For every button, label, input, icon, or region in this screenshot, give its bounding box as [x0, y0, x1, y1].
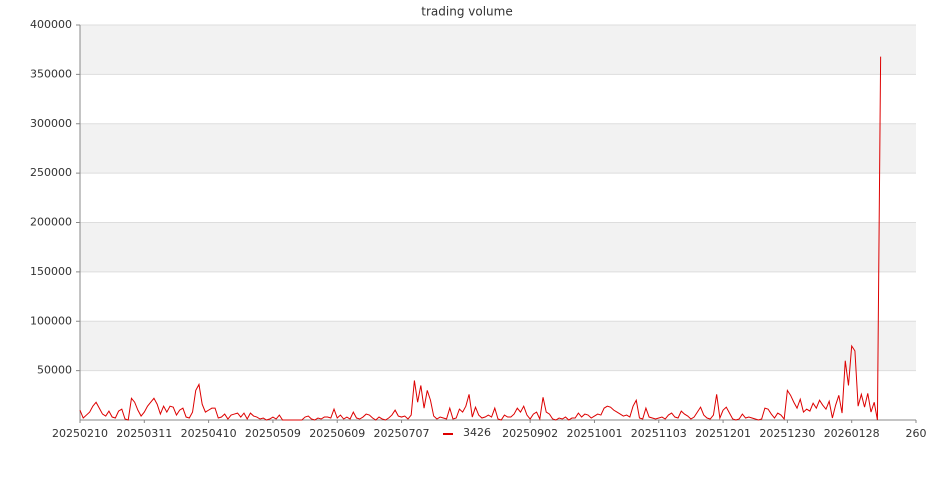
grid-band [80, 222, 916, 272]
x-tick-label: 20251230 [759, 427, 815, 440]
y-tick-label: 50000 [37, 364, 72, 377]
x-tick-label: 20260128 [824, 427, 880, 440]
legend-label: 3426 [463, 426, 491, 439]
grid-band [80, 321, 916, 371]
y-tick-label: 200000 [30, 216, 72, 229]
x-tick-label: 20250902 [502, 427, 558, 440]
y-tick-label: 350000 [30, 67, 72, 80]
x-tick-label: 20251001 [566, 427, 622, 440]
chart-title: trading volume [421, 5, 512, 19]
grid-band [80, 25, 916, 75]
y-tick-label: 250000 [30, 166, 72, 179]
y-tick-label: 100000 [30, 314, 72, 327]
x-tick-label: 20250609 [309, 427, 365, 440]
x-tick-label: 20251103 [631, 427, 687, 440]
x-tick-label: 260 [906, 427, 927, 440]
x-tick-label: 20250210 [52, 427, 108, 440]
x-tick-label: 20250509 [245, 427, 301, 440]
x-tick-label: 20250311 [116, 427, 172, 440]
x-tick-label: 20250410 [181, 427, 237, 440]
grid-band [80, 123, 916, 174]
series-line [79, 56, 882, 421]
y-tick-label: 300000 [30, 117, 72, 130]
x-tick-label: 20251201 [695, 427, 751, 440]
y-tick-label: 150000 [30, 265, 72, 278]
y-tick-label: 400000 [30, 18, 72, 31]
x-tick-label: 20250707 [374, 427, 430, 440]
